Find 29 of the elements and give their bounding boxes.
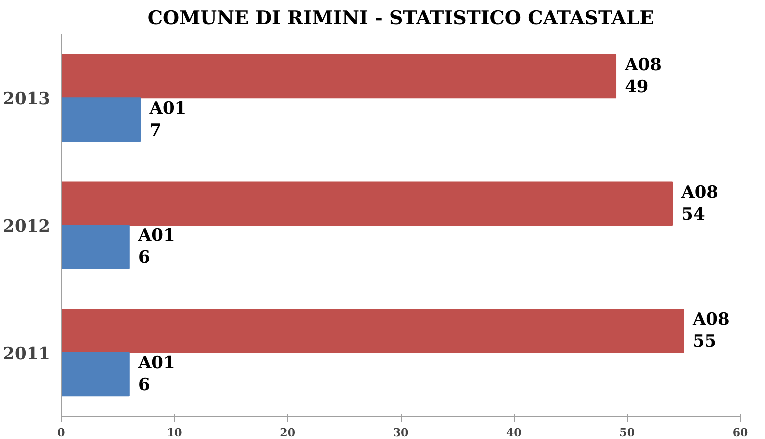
x-tick-label: 50 [620,426,636,439]
y-tick-label: 2013 [3,90,51,110]
bar [62,309,684,354]
text: A01 [138,226,176,246]
text: A08 [625,56,662,76]
bar [62,98,142,142]
data-label: 55 [692,332,717,352]
series-label: A01 [148,98,187,119]
data-label: 54 [682,204,706,225]
x-tick-label: 0 [58,426,66,439]
bar [62,225,130,270]
chart-title: COMUNE DI RIMINI - STATISTICO CATASTALE [148,8,654,30]
bar [62,182,674,226]
series-label: A08 [680,182,719,203]
text: A01 [138,353,176,374]
data-label: 7 [150,120,162,141]
y-tick-label: 2011 [3,344,51,364]
x-tick-label: 40 [506,426,522,439]
data-label: 6 [138,375,150,396]
bar [62,54,617,99]
x-tick-label: 10 [167,426,183,439]
text: A08 [692,310,730,330]
x-tick-label: 60 [732,426,748,439]
y-tick-label: 2012 [3,217,51,237]
x-tick-label: 30 [393,426,409,439]
bar [62,352,130,397]
x-tick-label: 20 [280,426,296,439]
data-label: 49 [625,78,649,98]
data-label: 6 [138,248,150,268]
